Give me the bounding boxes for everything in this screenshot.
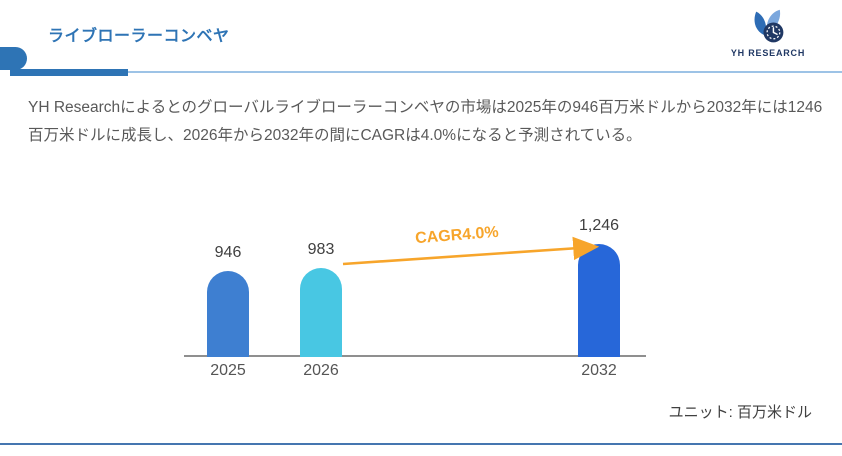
bar-value-label: 983 <box>307 241 335 258</box>
market-summary-text: YH Researchによるとのグローバルライブローラーコンベヤの市場は2025… <box>28 99 823 144</box>
chart-bar-2025 <box>207 271 249 357</box>
page-title: ライブローラーコンベヤ <box>48 28 230 45</box>
x-axis-line <box>184 355 646 357</box>
cagr-trend-arrow-icon <box>342 236 600 266</box>
chart-bar-2032 <box>578 244 620 357</box>
x-tick-label: 2026 <box>303 362 339 379</box>
bar-value-label: 1,246 <box>578 217 620 234</box>
unit-note: ユニット: 百万米ドル <box>668 404 812 421</box>
logo-text: YH RESEARCH <box>730 48 806 58</box>
footer-rule <box>0 443 842 445</box>
header-accent-bar <box>10 69 128 76</box>
x-tick-label: 2025 <box>210 362 246 379</box>
chart-bar-2026 <box>300 268 342 357</box>
leaf-clock-logo-icon <box>726 8 810 46</box>
x-tick-label: 2032 <box>581 362 617 379</box>
bar-value-label: 946 <box>214 244 242 261</box>
header-divider-line <box>128 71 842 73</box>
yh-research-logo: YH RESEARCH <box>726 8 810 58</box>
header-accent-shape <box>0 47 27 70</box>
